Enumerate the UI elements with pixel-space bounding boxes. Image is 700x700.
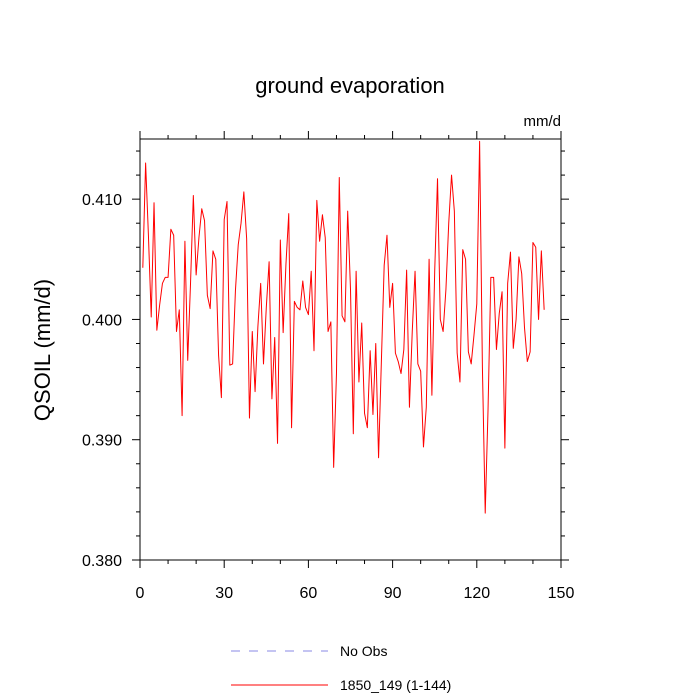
chart-title: ground evaporation (255, 73, 445, 98)
axis-tick-labels: 0 30 60 90 120 150 0.380 0.390 0.400 0.410 (82, 192, 574, 602)
x-tick-label: 90 (384, 585, 402, 602)
x-tick-label: 30 (215, 585, 233, 602)
series-layer (142, 140, 545, 514)
legend-label-no-obs: No Obs (340, 643, 387, 659)
y-tick-label: 0.410 (82, 192, 122, 209)
y-tick-label: 0.390 (82, 433, 122, 450)
legend-label-series: 1850_149 (1-144) (340, 677, 451, 693)
y-tick-label: 0.380 (82, 553, 122, 570)
legend: No Obs 1850_149 (1-144) (231, 643, 451, 693)
y-axis-label: QSOIL (mm/d) (30, 279, 55, 421)
plot-frame (139, 138, 562, 561)
axis-ticks (132, 131, 569, 568)
x-tick-label: 60 (300, 585, 318, 602)
units-label: mm/d (524, 113, 562, 130)
series-line (142, 140, 545, 514)
x-tick-label: 0 (136, 585, 145, 602)
x-tick-label: 120 (463, 585, 490, 602)
y-tick-label: 0.400 (82, 312, 122, 329)
x-tick-label: 150 (548, 585, 575, 602)
